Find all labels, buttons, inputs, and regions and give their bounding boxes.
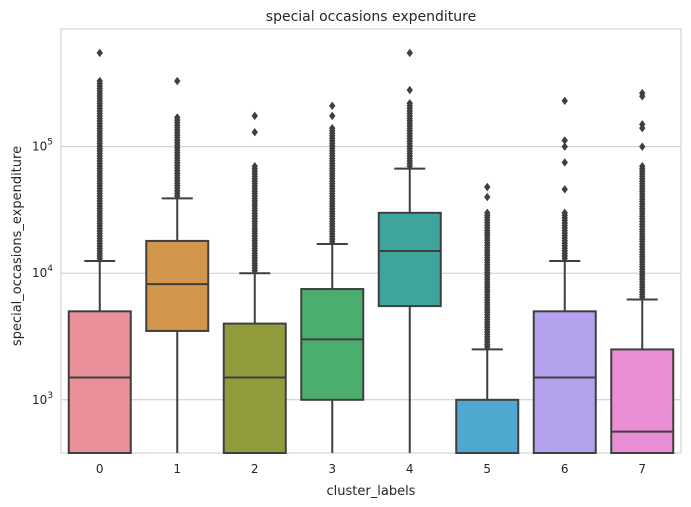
iqr-box <box>610 348 675 454</box>
outlier-point <box>174 76 181 86</box>
x-tick-label: 6 <box>561 462 569 476</box>
outlier-point <box>561 185 568 194</box>
outlier-point <box>561 208 568 218</box>
box-2 <box>222 111 287 455</box>
x-tick-label: 7 <box>638 462 646 476</box>
outlier-point <box>329 111 336 121</box>
box-7 <box>610 88 675 454</box>
iqr-box <box>300 288 365 401</box>
x-tick-label: 5 <box>483 462 491 476</box>
outlier-point <box>484 182 491 192</box>
box-4 <box>377 48 442 453</box>
box-5 <box>455 182 520 455</box>
outlier-point <box>561 142 568 151</box>
outlier-point <box>484 192 491 202</box>
outlier-point <box>406 48 413 58</box>
outlier-point <box>251 111 258 121</box>
x-tick-label: 2 <box>251 462 259 476</box>
outlier-point <box>484 208 491 218</box>
iqr-box <box>377 211 442 308</box>
outlier-point <box>251 162 258 171</box>
x-tick-label: 1 <box>173 462 181 476</box>
iqr-box <box>532 310 597 455</box>
outlier-point <box>639 88 646 98</box>
iqr-box <box>145 239 210 332</box>
x-tick-label: 0 <box>96 462 104 476</box>
x-axis-label: cluster_labels <box>327 484 416 499</box>
outlier-point <box>329 101 336 111</box>
outlier-point <box>251 128 258 137</box>
y-tick-label: 104 <box>32 264 53 280</box>
outlier-point <box>639 162 646 171</box>
outlier-point <box>639 120 646 129</box>
box-1 <box>145 76 210 453</box>
box-3 <box>300 101 365 453</box>
iqr-box <box>455 398 520 455</box>
outlier-point <box>561 96 568 106</box>
plot-area <box>60 28 682 455</box>
chart-title: special occasions expenditure <box>266 9 476 25</box>
outlier-point <box>174 113 181 122</box>
outlier-point <box>406 99 413 108</box>
outlier-point <box>639 142 646 151</box>
outlier-point <box>96 48 103 58</box>
y-axis: 103 104 105 <box>32 138 53 407</box>
y-axis-label: special_occasions_expenditure <box>10 146 25 346</box>
y-tick-label: 105 <box>32 138 53 154</box>
x-axis: 0 1 2 3 4 5 6 7 <box>96 462 646 476</box>
outlier-point <box>561 158 568 167</box>
box-6 <box>532 96 597 455</box>
outlier-point <box>329 123 336 133</box>
x-tick-label: 4 <box>406 462 414 476</box>
outlier-point <box>561 136 568 145</box>
outlier-point <box>96 76 103 86</box>
outlier-point <box>406 85 413 95</box>
iqr-box <box>222 322 287 455</box>
y-tick-label: 103 <box>32 391 53 407</box>
box-0 <box>67 48 132 455</box>
x-tick-label: 3 <box>328 462 336 476</box>
iqr-box <box>67 310 132 455</box>
